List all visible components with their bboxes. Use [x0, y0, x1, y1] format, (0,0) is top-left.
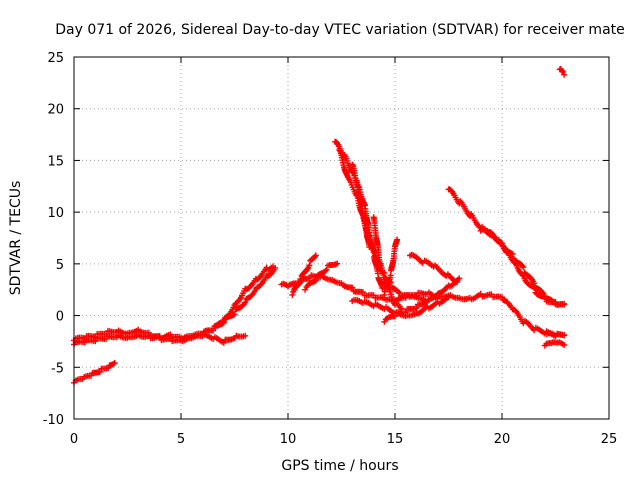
data-marker-path: [381, 236, 401, 298]
y-tick-label: -5: [51, 361, 64, 376]
x-tick-label: 15: [387, 432, 404, 447]
x-tick-label: 25: [601, 432, 618, 447]
data-marker-path: [289, 252, 319, 298]
y-tick-label: -10: [43, 413, 64, 428]
y-tick-label: 10: [47, 206, 64, 221]
chart-title: Day 071 of 2026, Sidereal Day-to-day VTE…: [55, 22, 625, 38]
series-track-6: [289, 252, 319, 298]
axis-ticks: 0 5 10 15 20 25 -10 -5 0 5 10 15 20 25: [43, 51, 618, 447]
series-track-2: [71, 326, 249, 346]
data-marker-path: [407, 251, 461, 285]
y-axis-label: SDTVAR / TECUs: [8, 181, 24, 296]
y-tick-label: 20: [47, 103, 64, 118]
series-track-19: [543, 330, 568, 339]
data-marker-path: [302, 260, 341, 293]
y-tick-label: 15: [47, 154, 64, 169]
series-track-10: [349, 161, 373, 250]
data-marker-path: [71, 326, 249, 346]
series-track-17: [477, 226, 568, 308]
data-marker-path: [212, 264, 279, 331]
series-track-4: [212, 264, 279, 331]
data-marker-path: [381, 275, 463, 325]
y-tick-label: 5: [56, 258, 64, 273]
x-tick-label: 0: [70, 432, 78, 447]
data-marker-path: [445, 186, 568, 308]
data-marker-path: [71, 359, 118, 386]
data-marks: [71, 65, 568, 386]
series-track-20: [556, 65, 568, 78]
x-tick-label: 10: [280, 432, 297, 447]
data-marker-path: [477, 226, 568, 308]
series-track-13: [381, 275, 463, 325]
series-track-16: [445, 186, 568, 308]
x-tick-label: 5: [177, 432, 185, 447]
data-marker-path: [543, 330, 568, 339]
y-tick-label: 0: [56, 310, 64, 325]
grid: [74, 57, 609, 419]
data-marker-path: [349, 161, 373, 250]
x-tick-label: 20: [494, 432, 511, 447]
data-marker-path: [556, 65, 568, 78]
plot-frame: [73, 56, 610, 420]
y-tick-label: 25: [47, 51, 64, 66]
series-track-3: [71, 359, 118, 386]
series-track-14: [381, 236, 401, 298]
series-track-7: [302, 260, 341, 293]
series-track-15: [407, 251, 461, 285]
series-track-18: [541, 339, 568, 349]
data-marker-path: [541, 339, 568, 349]
x-axis-label: GPS time / hours: [281, 458, 398, 474]
